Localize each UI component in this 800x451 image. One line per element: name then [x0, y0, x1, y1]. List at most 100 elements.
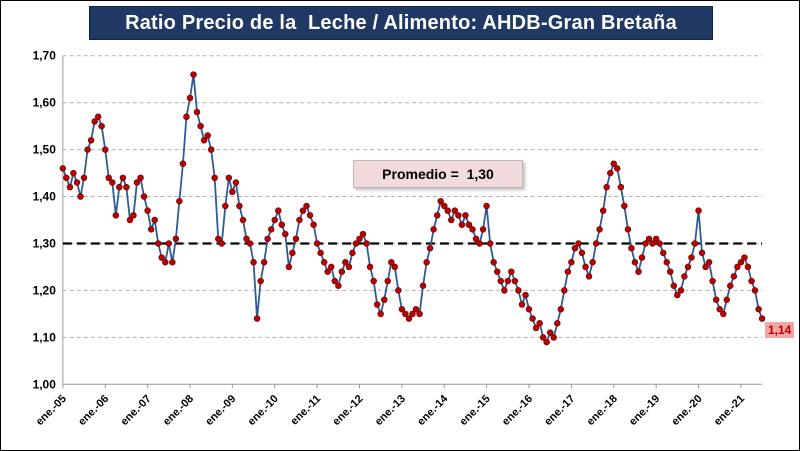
data-point-marker	[296, 216, 303, 224]
data-point-marker	[582, 263, 589, 271]
data-point-marker	[229, 188, 236, 196]
data-point-marker	[207, 146, 215, 153]
data-point-marker	[575, 240, 582, 247]
data-point-marker	[253, 315, 261, 322]
data-point-marker	[200, 137, 208, 144]
data-point-marker	[151, 216, 158, 224]
data-point-marker	[70, 169, 77, 177]
data-point-marker	[292, 235, 300, 243]
data-point-marker	[437, 197, 444, 205]
data-point-marker	[59, 165, 67, 172]
data-point-marker	[486, 240, 494, 247]
data-point-marker	[529, 315, 536, 322]
data-point-marker	[271, 216, 278, 224]
data-point-marker	[317, 249, 324, 257]
data-point-marker	[430, 226, 437, 233]
data-point-marker	[352, 240, 360, 247]
data-point-marker	[494, 268, 501, 275]
data-point-marker	[215, 235, 222, 243]
data-point-marker	[419, 282, 427, 289]
data-point-marker	[727, 282, 734, 289]
data-point-marker	[94, 113, 102, 121]
data-point-marker	[211, 174, 218, 182]
data-point-marker	[204, 132, 211, 139]
data-point-marker	[628, 244, 635, 252]
data-point-marker	[186, 94, 194, 102]
x-axis-tick-label: ene.-21	[712, 393, 747, 428]
data-point-marker	[712, 296, 720, 304]
data-point-marker	[285, 263, 293, 271]
data-point-marker	[278, 221, 286, 228]
data-point-marker	[614, 165, 621, 172]
data-point-marker	[585, 273, 593, 280]
data-point-marker	[165, 240, 173, 247]
data-point-marker	[405, 315, 413, 322]
data-point-marker	[282, 230, 289, 238]
data-point-marker	[557, 305, 565, 313]
x-axis-tick-label: ene.-14	[415, 392, 451, 428]
data-point-marker	[356, 235, 363, 243]
y-axis-tick-label: 1,10	[33, 330, 57, 344]
data-point-marker	[469, 226, 476, 233]
x-axis-tick-label: ene.-17	[542, 393, 577, 428]
data-point-marker	[176, 197, 183, 205]
data-point-marker	[649, 240, 656, 247]
data-point-marker	[755, 305, 762, 313]
y-axis-tick-label: 1,40	[33, 190, 57, 204]
data-point-marker	[342, 259, 349, 266]
data-point-marker	[275, 207, 282, 214]
data-point-marker	[380, 296, 388, 304]
data-point-marker	[511, 277, 519, 285]
data-point-marker	[426, 244, 434, 252]
data-point-marker	[77, 193, 84, 200]
data-point-marker	[670, 282, 678, 289]
data-point-marker	[260, 259, 268, 266]
data-point-marker	[84, 146, 91, 153]
data-point-marker	[116, 183, 123, 191]
data-point-marker	[109, 179, 116, 186]
data-point-marker	[695, 207, 702, 214]
data-point-marker	[222, 202, 229, 210]
data-point-marker	[328, 263, 335, 271]
x-axis-tick-label: ene.-10	[246, 393, 281, 428]
data-point-marker	[483, 202, 490, 210]
data-point-marker	[462, 212, 469, 219]
data-point-marker	[659, 249, 667, 257]
data-point-marker	[126, 216, 134, 224]
y-axis-tick-label: 1,00	[33, 377, 57, 391]
data-point-marker	[589, 259, 596, 266]
data-point-marker	[607, 169, 614, 177]
data-point-marker	[154, 240, 162, 247]
data-point-marker	[448, 216, 455, 224]
data-point-marker	[172, 235, 180, 243]
data-point-marker	[101, 146, 109, 153]
data-point-marker	[98, 122, 105, 130]
x-axis-tick-label: ene.-13	[373, 393, 408, 428]
data-point-marker	[624, 226, 632, 233]
y-axis-tick-label: 1,60	[33, 96, 57, 110]
data-point-marker	[677, 287, 685, 294]
data-point-marker	[744, 263, 752, 271]
data-point-marker	[638, 254, 646, 261]
data-point-marker	[243, 235, 250, 243]
data-point-marker	[497, 277, 504, 285]
data-point-marker	[193, 108, 201, 116]
data-point-marker	[479, 226, 487, 233]
data-point-marker	[561, 287, 568, 294]
data-point-marker	[377, 310, 384, 318]
data-point-marker	[465, 221, 473, 228]
data-point-marker	[402, 310, 409, 318]
data-point-marker	[532, 324, 540, 332]
data-point-marker	[267, 226, 275, 233]
data-point-marker	[748, 277, 755, 285]
data-point-marker	[610, 160, 618, 167]
data-point-marker	[388, 259, 395, 266]
data-point-marker	[289, 249, 296, 257]
data-point-marker	[666, 268, 674, 275]
data-point-marker	[656, 240, 663, 247]
data-point-marker	[239, 216, 247, 224]
data-point-marker	[190, 71, 197, 78]
data-point-marker	[617, 183, 625, 191]
data-point-marker	[518, 301, 526, 308]
